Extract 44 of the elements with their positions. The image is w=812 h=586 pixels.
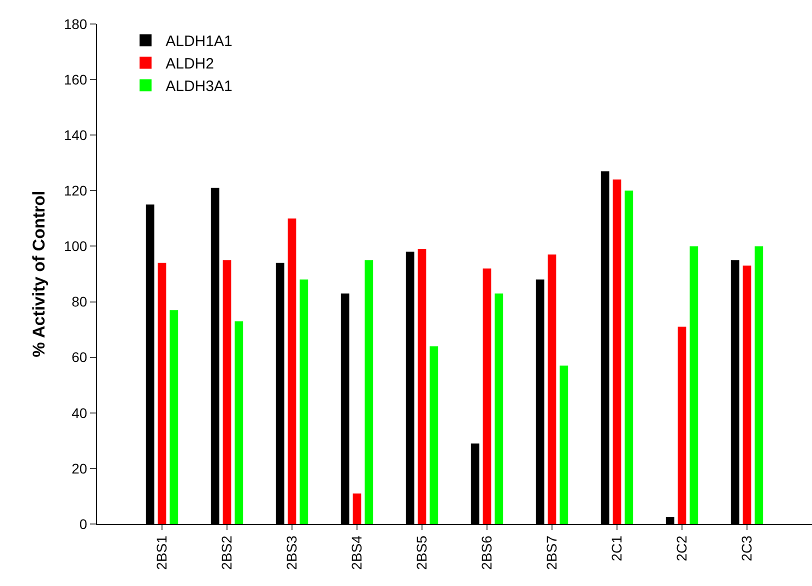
y-tick-label: 40 <box>72 404 88 421</box>
x-tick-label: 2BS3 <box>284 535 300 570</box>
y-tick-label: 80 <box>72 294 88 310</box>
bar <box>222 260 232 524</box>
bar <box>234 321 244 524</box>
x-tick-label: 2BS1 <box>154 535 170 570</box>
bar <box>624 190 634 524</box>
bar <box>560 366 568 524</box>
x-tick-label: 2C1 <box>608 535 625 562</box>
x-tick-label: 2C3 <box>738 535 755 562</box>
x-tick-label: 2BS2 <box>218 535 235 570</box>
y-tick-label: 120 <box>64 182 88 199</box>
bar <box>418 249 426 524</box>
legend-label: ALDH3A1 <box>166 78 232 96</box>
bar <box>300 280 308 524</box>
bar <box>612 180 622 524</box>
bar <box>158 262 166 524</box>
x-tick-label: 2BS6 <box>478 535 495 570</box>
y-tick-label: 20 <box>72 460 88 476</box>
y-axis-title: % Activity of Control <box>29 190 48 358</box>
bar <box>494 293 504 524</box>
y-tick-label: 180 <box>64 16 88 32</box>
legend-label: ALDH2 <box>166 56 214 73</box>
bar <box>678 326 686 524</box>
y-tick-label: 0 <box>79 516 88 532</box>
bar <box>742 266 752 524</box>
bar <box>364 260 374 524</box>
bar <box>548 254 556 524</box>
bar <box>170 310 178 524</box>
bar <box>690 246 698 524</box>
bar <box>430 346 438 524</box>
legend-label: ALDH1A1 <box>166 33 232 50</box>
y-tick-label: 140 <box>64 127 88 144</box>
y-tick-label: 60 <box>72 349 88 366</box>
y-tick-label: 160 <box>64 71 88 88</box>
bar <box>288 218 296 524</box>
y-tick-label: 100 <box>64 238 88 254</box>
x-tick-label: 2BS7 <box>544 535 560 570</box>
bar <box>482 268 492 524</box>
bar <box>754 246 764 524</box>
x-tick-label: 2BS5 <box>414 535 430 570</box>
x-tick-label: 2BS4 <box>348 535 365 570</box>
x-tick-label: 2C2 <box>674 535 690 562</box>
bar <box>352 493 362 524</box>
